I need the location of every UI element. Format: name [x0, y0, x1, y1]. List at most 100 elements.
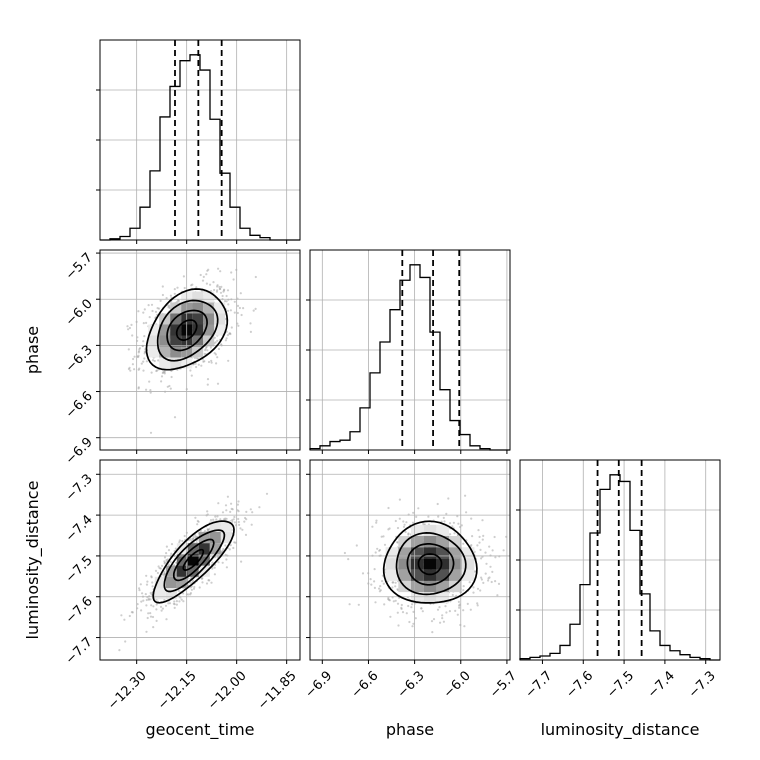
sample-point [239, 292, 242, 295]
density-cell [398, 569, 411, 581]
sample-point [491, 549, 494, 552]
x-axis-label-phase: phase [386, 720, 434, 739]
sample-point [431, 631, 434, 634]
sample-point [190, 588, 193, 591]
sample-point [208, 579, 211, 582]
sample-point [182, 592, 185, 595]
contour-geocent_time-vs-luminosity_distance-level-2 [172, 538, 215, 582]
sample-point [217, 347, 221, 351]
density-cell [176, 565, 188, 577]
density-cell [209, 531, 221, 544]
density-cell [165, 565, 177, 577]
sample-point [157, 307, 161, 310]
sample-point [481, 538, 484, 541]
sample-point [192, 536, 195, 539]
sample-point [225, 294, 228, 298]
sample-point [400, 606, 403, 610]
sample-point [155, 603, 158, 606]
sample-point [165, 552, 168, 555]
sample-point [192, 587, 196, 590]
xtick-label-phase-2: −6.3 [395, 668, 428, 701]
density-cell [436, 569, 449, 581]
ytick-label-phase-3: −6.0 [63, 296, 96, 329]
sample-point [159, 299, 162, 302]
sample-point [176, 286, 179, 289]
sample-point [230, 271, 233, 274]
sample-point [476, 544, 479, 547]
sample-point [232, 546, 235, 550]
density-cell [423, 536, 437, 548]
sample-point [161, 607, 164, 610]
sample-point [249, 322, 252, 325]
density-cell [411, 558, 424, 570]
sample-point [224, 544, 227, 547]
sample-point [146, 580, 149, 583]
ytick-label-luminosity_distance-2: −7.5 [63, 553, 96, 586]
sample-point [237, 500, 240, 503]
sample-point [213, 288, 216, 292]
density-cell [449, 547, 462, 559]
sample-point [143, 308, 146, 311]
sample-point [195, 365, 198, 369]
density-cell [192, 324, 204, 336]
sample-point [394, 519, 397, 523]
sample-point [412, 610, 415, 614]
xtick-label-geocent_time-0: −12.30 [105, 668, 150, 713]
sample-point [379, 585, 382, 588]
sample-point [391, 586, 394, 589]
sample-point [133, 355, 136, 358]
sample-point [226, 495, 229, 498]
sample-point [210, 359, 213, 362]
sample-point [445, 512, 448, 516]
x-axis-label-luminosity_distance: luminosity_distance [541, 720, 700, 740]
sample-point [181, 539, 184, 543]
sample-point [178, 600, 181, 603]
sample-point [221, 511, 225, 514]
sample-point [412, 511, 415, 514]
sample-point [375, 519, 378, 522]
sample-point [442, 620, 445, 623]
sample-point [401, 611, 405, 614]
sample-point [167, 602, 170, 605]
xtick-label-geocent_time-3: −11.85 [255, 668, 300, 713]
sample-point [130, 611, 133, 614]
sample-point [140, 362, 143, 365]
contour-geocent_time-vs-luminosity_distance-level-1 [182, 548, 205, 571]
sample-point [441, 614, 444, 617]
sample-point [127, 348, 130, 351]
sample-point [463, 625, 466, 628]
sample-point [131, 363, 134, 366]
sample-point [149, 612, 152, 615]
sample-point [170, 543, 174, 546]
sample-point [394, 581, 397, 584]
sample-point [183, 534, 186, 538]
sample-point [448, 522, 452, 525]
sample-point [167, 563, 170, 566]
sample-point [457, 522, 460, 525]
density-cell [220, 520, 232, 532]
sample-point [489, 565, 492, 568]
sample-point [190, 539, 193, 542]
density-cell [170, 313, 182, 325]
density-cell [436, 558, 449, 570]
density-cell [436, 592, 449, 604]
sample-point [380, 535, 383, 538]
sample-point [227, 303, 230, 306]
sample-point [468, 581, 471, 584]
sample-point [142, 322, 145, 325]
density-cell [176, 543, 188, 555]
density-cell [385, 547, 399, 559]
panel-frame-2-1 [309, 459, 511, 661]
sample-point [470, 517, 473, 520]
density-cell [436, 524, 449, 536]
sample-point [254, 307, 257, 310]
density-cell [214, 302, 226, 314]
sample-point [374, 551, 377, 554]
sample-point [140, 600, 143, 603]
sample-point [187, 593, 190, 596]
sample-point [139, 583, 142, 586]
sample-point [145, 583, 149, 586]
sample-point [149, 391, 152, 394]
sample-point [378, 587, 381, 590]
sample-point [204, 349, 207, 352]
